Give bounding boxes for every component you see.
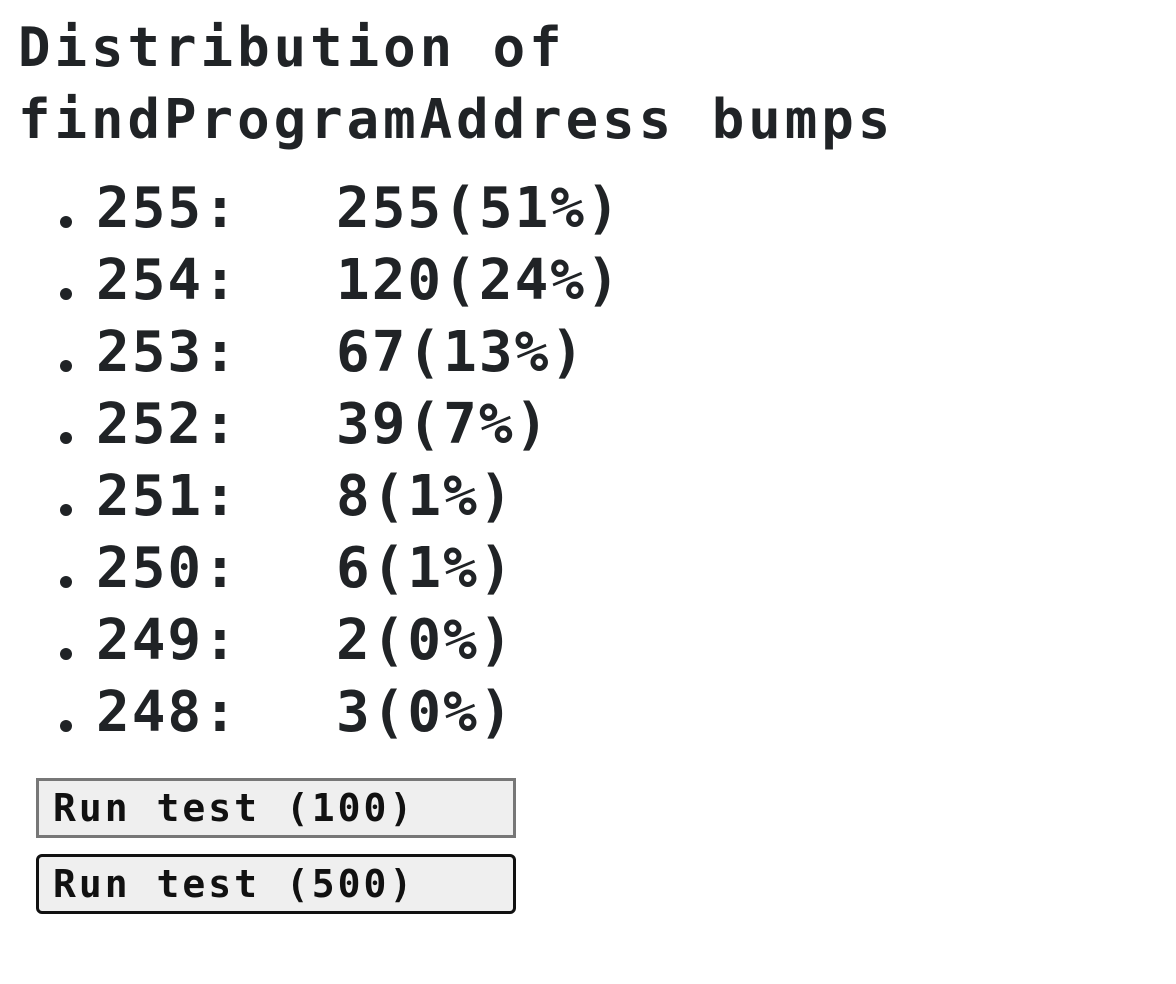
bump-distribution-list: 255: 255 (51%) 254: 120 (24%) 253: 67 (1… xyxy=(60,172,622,748)
list-item: 251: 8 (1%) xyxy=(60,460,622,532)
bump-count: 67 xyxy=(336,319,408,385)
bullet-icon xyxy=(60,432,72,444)
bullet-icon xyxy=(60,288,72,300)
bump-value: 254: xyxy=(96,247,239,313)
bump-value: 248: xyxy=(96,679,239,745)
bump-count: 120 xyxy=(336,247,444,313)
list-item: 254: 120 (24%) xyxy=(60,244,622,316)
bump-value: 252: xyxy=(96,391,239,457)
bump-percent: (0%) xyxy=(371,679,515,745)
bump-percent: (0%) xyxy=(371,607,515,673)
bump-percent: (51%) xyxy=(443,175,622,241)
bump-percent: (1%) xyxy=(371,463,515,529)
bump-percent: (24%) xyxy=(443,247,622,313)
list-item: 252: 39 (7%) xyxy=(60,388,622,460)
list-item: 250: 6 (1%) xyxy=(60,532,622,604)
bullet-icon xyxy=(60,720,72,732)
page-title: Distribution of findProgramAddress bumps xyxy=(18,16,895,151)
bump-count: 8 xyxy=(336,463,372,529)
bump-value: 255: xyxy=(96,175,239,241)
bump-count: 6 xyxy=(336,535,372,601)
list-item: 248: 3 (0%) xyxy=(60,676,622,748)
bump-count: 2 xyxy=(336,607,372,673)
list-item: 253: 67 (13%) xyxy=(60,316,622,388)
bump-value: 250: xyxy=(96,535,239,601)
bump-count: 255 xyxy=(336,175,444,241)
bump-percent: (7%) xyxy=(407,391,551,457)
run-test-100-button[interactable]: Run test (100) xyxy=(36,778,516,838)
bump-value: 251: xyxy=(96,463,239,529)
bump-value: 253: xyxy=(96,319,239,385)
list-item: 249: 2 (0%) xyxy=(60,604,622,676)
run-test-500-button[interactable]: Run test (500) xyxy=(36,854,516,914)
bullet-icon xyxy=(60,576,72,588)
bump-value: 249: xyxy=(96,607,239,673)
bullet-icon xyxy=(60,216,72,228)
bump-percent: (1%) xyxy=(371,535,515,601)
bullet-icon xyxy=(60,648,72,660)
bullet-icon xyxy=(60,504,72,516)
list-item: 255: 255 (51%) xyxy=(60,172,622,244)
bump-count: 39 xyxy=(336,391,408,457)
bump-percent: (13%) xyxy=(407,319,587,385)
bullet-icon xyxy=(60,360,72,372)
bump-count: 3 xyxy=(336,679,372,745)
